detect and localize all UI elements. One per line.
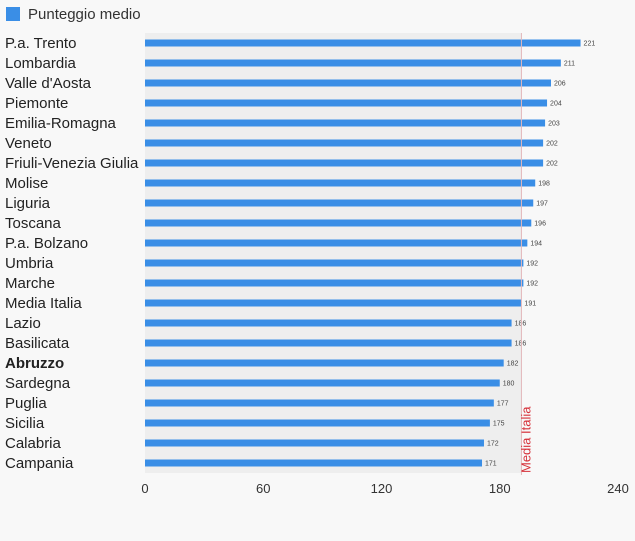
bar (145, 299, 522, 307)
category-label: Molise (5, 175, 48, 192)
bar (145, 179, 536, 187)
plot-area (145, 33, 522, 473)
bar (145, 79, 551, 87)
bar (145, 239, 528, 247)
category-label: Marche (5, 275, 55, 292)
bar (145, 379, 500, 387)
bar (145, 119, 546, 127)
x-tick-label: 180 (489, 481, 511, 496)
bar (145, 139, 544, 147)
bar (145, 259, 524, 267)
category-label: Umbria (5, 255, 54, 272)
bar (145, 279, 524, 287)
category-label: Valle d'Aosta (5, 75, 92, 92)
data-label: 186 (515, 341, 527, 348)
category-label: Abruzzo (5, 355, 64, 372)
bar (145, 359, 504, 367)
x-tick-label: 0 (141, 481, 148, 496)
data-label: 221 (584, 41, 596, 48)
reference-line-label: Media Italia (518, 406, 533, 473)
x-tick-label: 240 (607, 481, 629, 496)
data-label: 171 (485, 461, 497, 468)
category-label: Emilia-Romagna (5, 115, 117, 132)
category-label: Friuli-Venezia Giulia (5, 155, 139, 172)
bar (145, 99, 548, 107)
category-label: Piemonte (5, 95, 68, 112)
category-label: Toscana (5, 215, 62, 232)
category-label: Basilicata (5, 335, 70, 352)
data-label: 196 (534, 221, 546, 228)
data-label: 203 (548, 121, 560, 128)
data-label: 202 (546, 161, 558, 168)
data-label: 177 (497, 401, 509, 408)
bar (145, 339, 512, 347)
category-label: Lombardia (5, 55, 77, 72)
data-label: 192 (526, 261, 538, 268)
data-label: 192 (526, 281, 538, 288)
category-label: Calabria (5, 435, 62, 452)
data-label: 175 (493, 421, 505, 428)
data-label: 202 (546, 141, 558, 148)
data-label: 211 (564, 61, 575, 68)
legend-swatch (6, 7, 20, 21)
x-tick-label: 120 (371, 481, 393, 496)
data-label: 172 (487, 441, 499, 448)
data-label: 186 (515, 321, 527, 328)
data-label: 198 (538, 181, 550, 188)
legend: Punteggio medio (6, 5, 141, 23)
x-tick-label: 60 (256, 481, 270, 496)
bar (145, 39, 581, 47)
bar (145, 439, 484, 447)
category-label: Sardegna (5, 375, 71, 392)
category-label: Sicilia (5, 415, 45, 432)
category-label: Lazio (5, 315, 41, 332)
bar (145, 159, 544, 167)
bar (145, 199, 534, 207)
data-label: 182 (507, 361, 519, 368)
category-label: Campania (5, 455, 74, 472)
category-label: P.a. Bolzano (5, 235, 88, 252)
bar (145, 319, 512, 327)
category-label: Media Italia (5, 295, 82, 312)
data-label: 204 (550, 101, 562, 108)
bar (145, 419, 490, 427)
data-label: 180 (503, 381, 515, 388)
bar (145, 399, 494, 407)
legend-label: Punteggio medio (28, 5, 141, 23)
data-label: 206 (554, 81, 566, 88)
data-label: 194 (530, 241, 542, 248)
category-label: Liguria (5, 195, 51, 212)
bar (145, 59, 561, 67)
data-label: 191 (524, 301, 536, 308)
bar (145, 219, 532, 227)
category-label: P.a. Trento (5, 35, 76, 52)
bar (145, 459, 483, 467)
data-label: 197 (536, 201, 548, 208)
category-label: Veneto (5, 135, 52, 152)
category-label: Puglia (5, 395, 47, 412)
